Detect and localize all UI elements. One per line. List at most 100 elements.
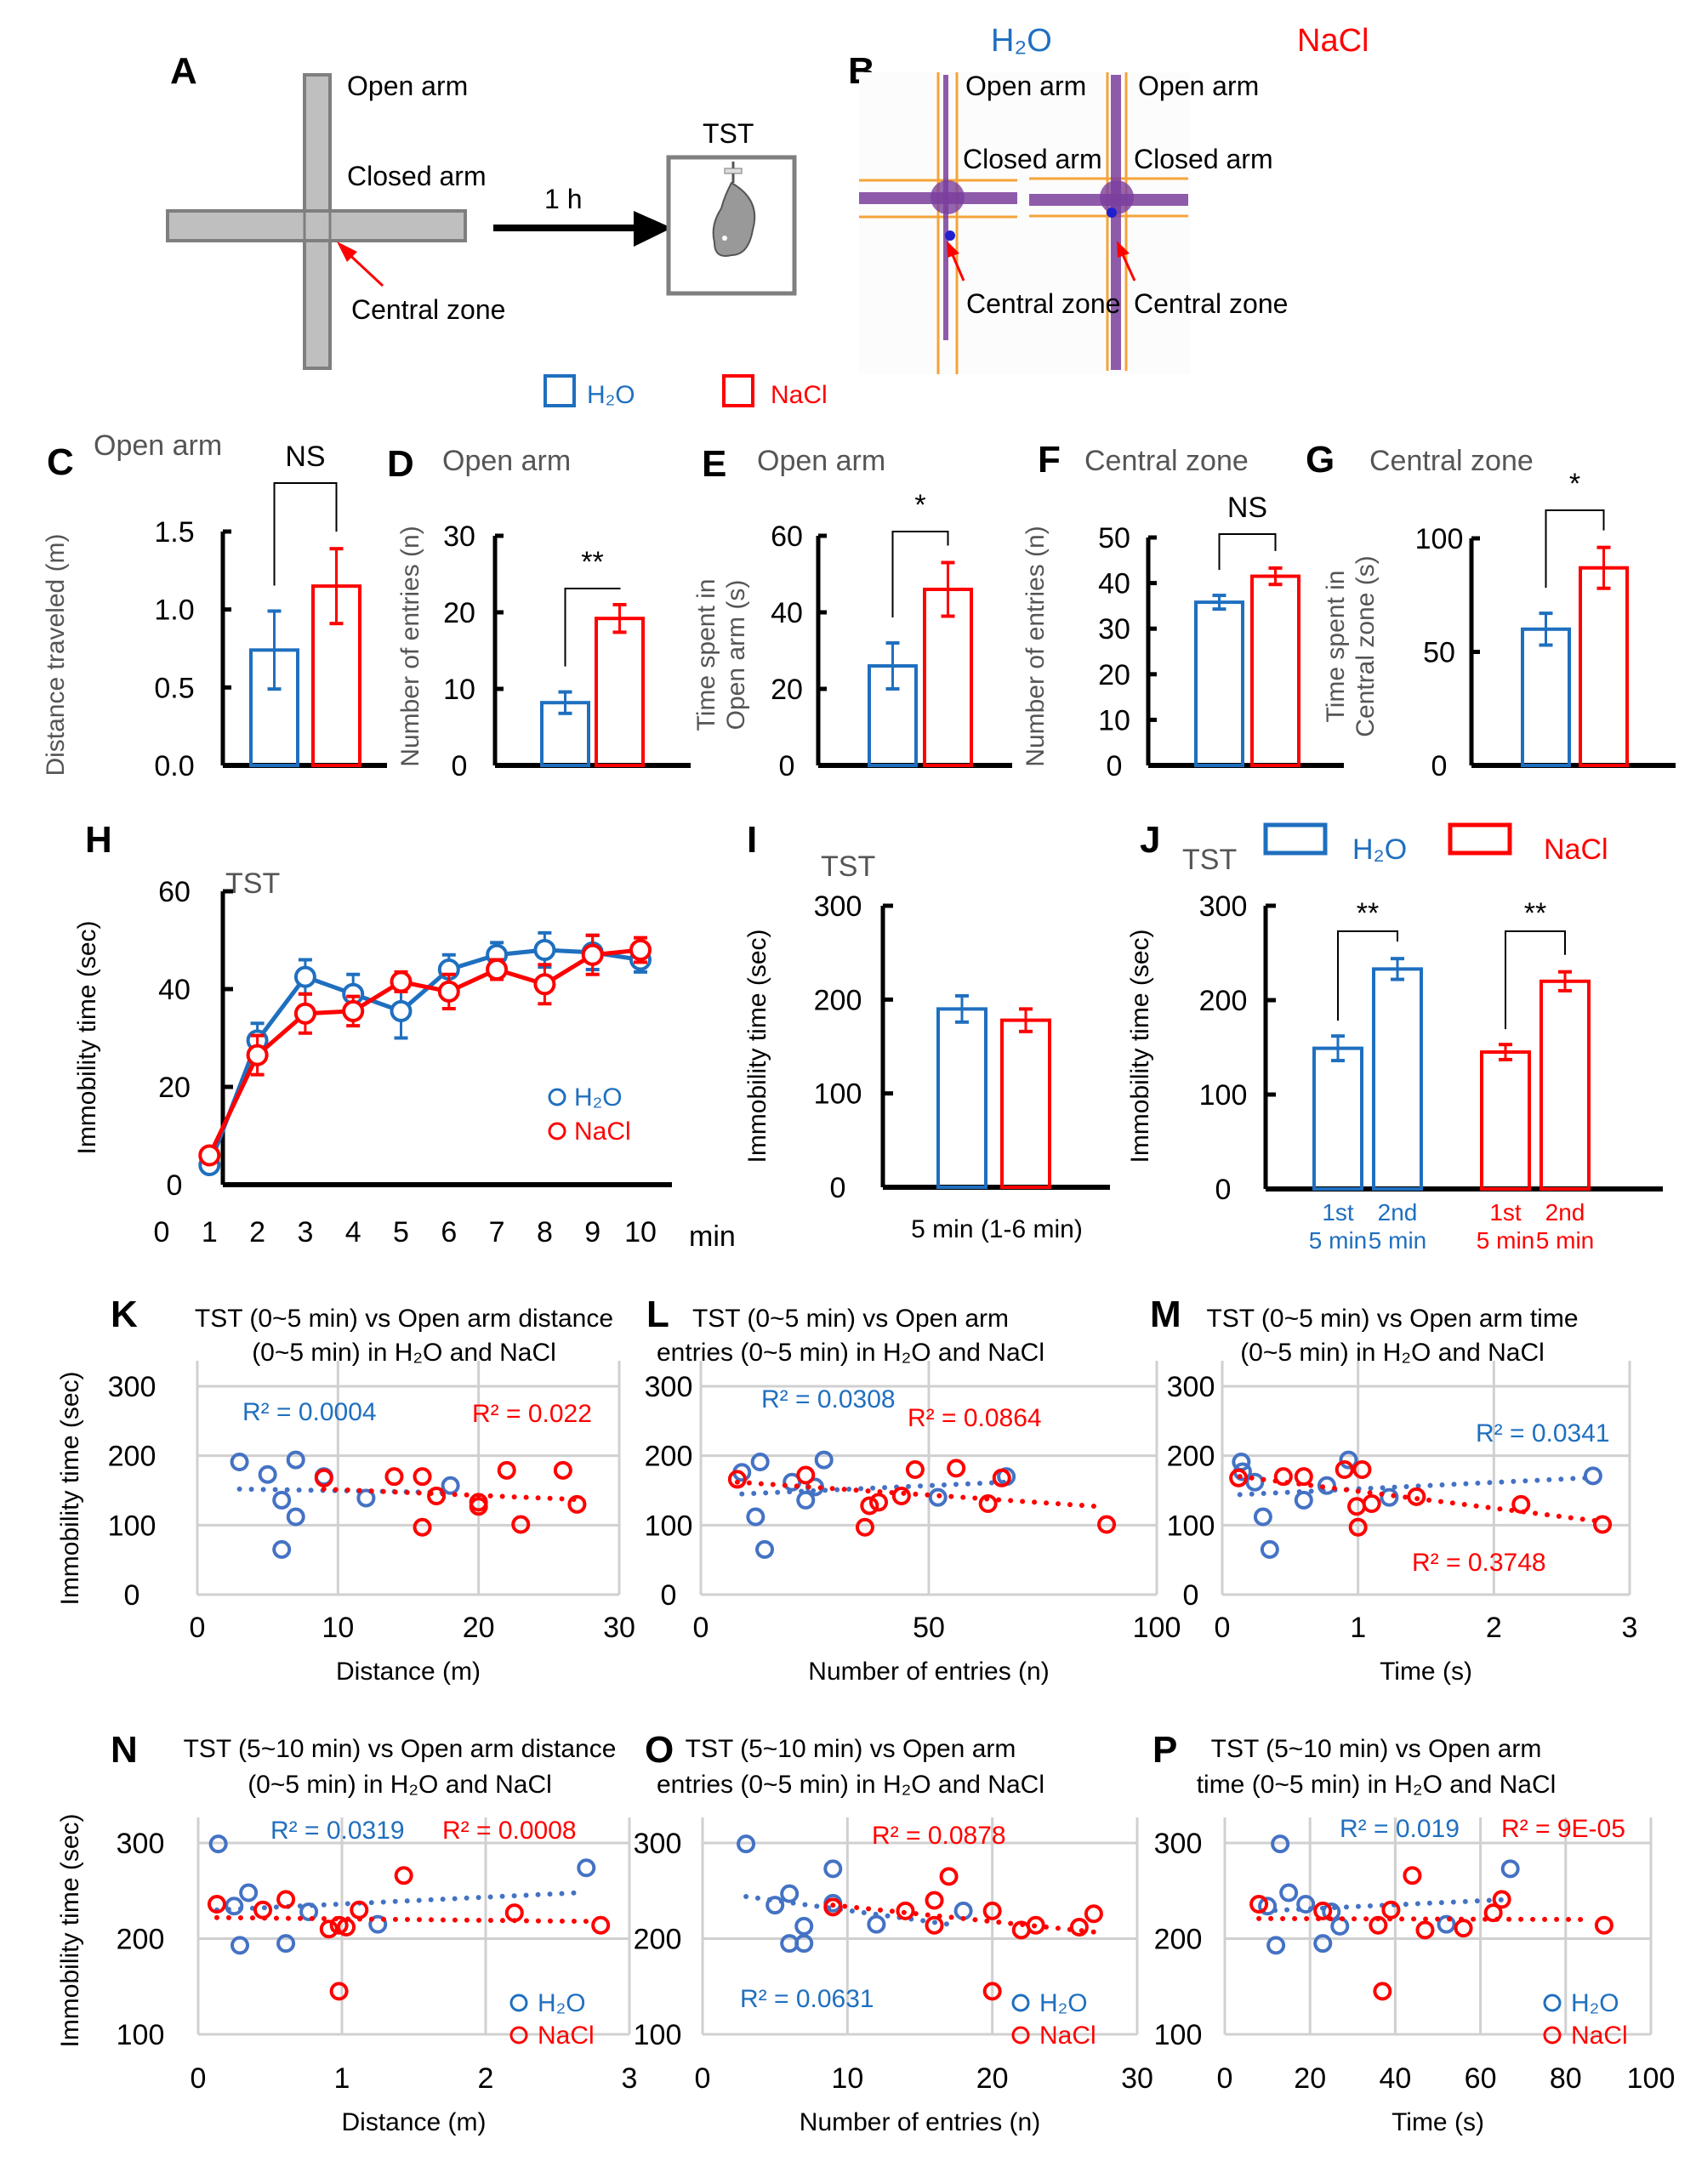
chart-title: TST (821, 850, 875, 883)
x-tick-label: 10 (624, 1216, 657, 1248)
data-point (533, 973, 556, 996)
y-tick-label: 0 (1183, 1579, 1199, 1612)
x-tick-label: 1 (202, 1216, 218, 1248)
data-point (239, 1883, 259, 1902)
mouse-icon (712, 162, 756, 257)
chart-title: entries (0~5 min) in H₂O and NaCl (657, 1771, 1044, 1799)
legend-marker-h2o (1543, 1993, 1562, 2012)
trendline-nacl (734, 1479, 1101, 1510)
data-point (390, 970, 413, 993)
data-point (1407, 1487, 1426, 1506)
x-tick-label: 7 (489, 1216, 505, 1248)
panel-label-j: J (1140, 819, 1160, 861)
y-tick-label: 10 (1098, 704, 1130, 737)
legend-swatch-h2o (544, 374, 576, 407)
data-point (577, 1858, 596, 1878)
x-tick-label: 2 (478, 2062, 494, 2095)
y-axis-label: Open arm (s) (722, 580, 750, 731)
data-point (1229, 1468, 1249, 1487)
y-tick-label: 30 (1098, 613, 1130, 646)
legend-label-nacl: NaCl (1571, 2022, 1628, 2050)
bar (1312, 1046, 1363, 1191)
y-tick-label: 50 (1423, 637, 1455, 669)
track-central-zone-label-nacl: Central zone (1134, 288, 1288, 319)
legend-label-h2o: H₂O (587, 381, 635, 409)
panel-label-c: C (47, 441, 74, 483)
chart-title: time (0~5 min) in H₂O and NaCl (1197, 1771, 1557, 1799)
data-point (469, 1497, 488, 1516)
x-tick-label: 10 (322, 1612, 354, 1644)
r-squared-label-nacl: R² = 9E-05 (1501, 1815, 1625, 1843)
significance-bracket (1545, 509, 1605, 589)
open-arm-label: Open arm (347, 71, 468, 101)
y-tick-label: 20 (771, 674, 803, 706)
data-point (286, 1450, 305, 1470)
data-point (1454, 1919, 1473, 1938)
x-tick-label: 5 min (1536, 1227, 1594, 1254)
legend-swatch-nacl (1448, 822, 1512, 856)
bar-nacl (1250, 574, 1300, 767)
chart-title: (0~5 min) in H₂O and NaCl (1240, 1339, 1545, 1367)
y-tick-label: 0 (1215, 1174, 1232, 1206)
x-tick-label: 6 (441, 1216, 457, 1248)
r-squared-label-h2o: R² = 0.019 (1340, 1815, 1460, 1843)
data-point (1260, 1539, 1279, 1559)
data-point (1258, 1897, 1278, 1916)
data-point (746, 1507, 765, 1527)
data-point (337, 1918, 356, 1937)
data-point (293, 1002, 316, 1025)
bar (1539, 979, 1591, 1192)
data-point (342, 999, 365, 1022)
scatter-chart-l: L TST (0~5 min) vs Open arm entries (0~5 m… (645, 1294, 1181, 1686)
y-axis-label: Number of entries (n) (1022, 526, 1050, 766)
y-tick-label: 100 (1154, 2019, 1203, 2051)
y-tick-label: 100 (814, 1078, 862, 1111)
data-point (750, 1453, 770, 1472)
chart-title: (0~5 min) in H₂O and NaCl (252, 1339, 556, 1367)
data-point (1330, 1916, 1350, 1936)
legend-marker-nacl (509, 2026, 528, 2045)
x-tick-label: 0 (191, 2062, 207, 2095)
bar-chart-d: D Open arm Number of entries (n) 0 10 20 30 ** (387, 443, 691, 782)
data-point (230, 1936, 250, 1955)
x-tick-label: 50 (913, 1612, 945, 1644)
bar-h2o (1521, 627, 1571, 767)
y-tick-label: 1.0 (154, 594, 194, 627)
panel-label-f: F (1038, 439, 1061, 481)
chart-title: (0~5 min) in H₂O and NaCl (248, 1771, 552, 1799)
data-point (1483, 1903, 1503, 1923)
chart-title: TST (5~10 min) vs Open arm (1211, 1735, 1542, 1763)
y-tick-label: 300 (117, 1828, 165, 1860)
trendline-h2o (1237, 1475, 1589, 1498)
y-tick-label: 20 (158, 1072, 191, 1104)
scatter-chart-n: N TST (5~10 min) vs Open arm distance (0~5… (56, 1729, 637, 2136)
data-point (855, 1517, 874, 1537)
y-tick-label: 60 (771, 520, 803, 553)
data-point (1273, 1467, 1293, 1487)
bar-chart-f: F Central zone Number of entries (n) 0 10 20 3… (1022, 439, 1344, 782)
y-tick-label: 0.0 (154, 750, 194, 782)
data-point (1249, 1895, 1269, 1914)
legend-label-nacl: NaCl (1039, 2022, 1096, 2050)
data-point (814, 1450, 834, 1470)
r-squared-label-h2o: R² = 0.0319 (270, 1817, 405, 1845)
legend-label-h2o: H₂O (1352, 833, 1407, 866)
y-tick-label: 0 (452, 750, 468, 782)
data-point (1403, 1866, 1422, 1885)
y-axis-label: Distance traveled (m) (42, 533, 70, 776)
data-point (1279, 1883, 1299, 1902)
bar (1372, 967, 1423, 1191)
data-point (497, 1460, 516, 1480)
data-point (869, 1493, 889, 1512)
panel-label-h: H (85, 819, 112, 861)
x-tick-label: 0 (154, 1216, 170, 1248)
y-tick-label: 0 (167, 1169, 183, 1202)
data-point (486, 958, 509, 981)
panel-label-a: A (170, 50, 197, 92)
x-tick-label: 0 (693, 1612, 709, 1644)
y-tick-label: 40 (1098, 568, 1130, 600)
r-squared-label-h2o: R² = 0.0308 (761, 1385, 896, 1413)
data-point (394, 1866, 413, 1885)
y-tick-label: 200 (117, 1924, 165, 1956)
track-central-zone-label-h2o: Central zone (966, 288, 1120, 319)
